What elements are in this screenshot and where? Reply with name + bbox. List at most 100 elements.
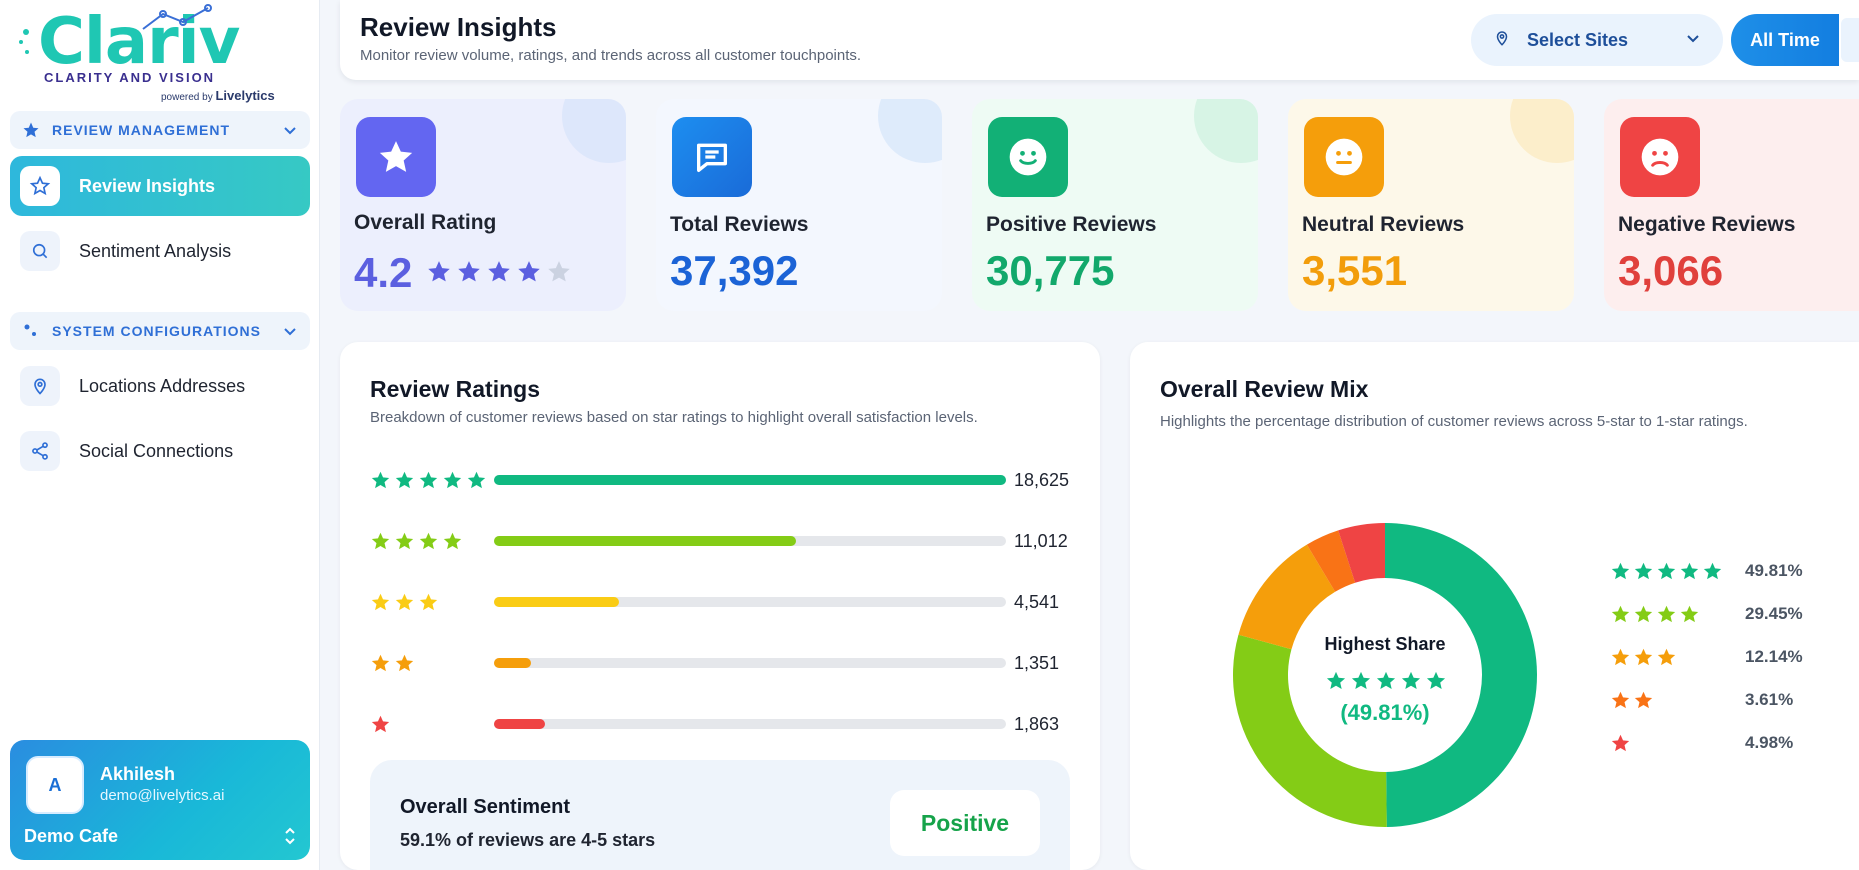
donut-chart: Highest Share (49.81%)	[1230, 520, 1540, 830]
star-icon	[428, 261, 450, 282]
stat-card-negative-reviews: Negative Reviews 3,066	[1604, 99, 1859, 311]
rating-row-stars	[370, 470, 487, 491]
legend-percent: 49.81%	[1745, 561, 1803, 580]
sidebar-item-sentiment-analysis[interactable]: Sentiment Analysis	[10, 221, 310, 281]
page-title: Review Insights	[360, 12, 557, 42]
sidebar-item-label: Social Connections	[79, 440, 234, 461]
star-icon	[1657, 648, 1676, 666]
sidebar-item-label: Sentiment Analysis	[79, 240, 232, 261]
star-icon	[1634, 691, 1653, 709]
page-header: Review Insights Monitor review volume, r…	[340, 0, 1859, 80]
smile-icon	[988, 117, 1068, 197]
section-review-management[interactable]: REVIEW MANAGEMENT	[10, 111, 310, 149]
legend-item-4-star: 29.45%	[1610, 602, 1810, 626]
legend-item-1-star: 4.98%	[1610, 731, 1810, 755]
rating-count: 1,863	[1014, 714, 1060, 734]
section-label: SYSTEM CONFIGURATIONS	[52, 323, 261, 339]
rating-count: 11,012	[1014, 531, 1068, 551]
legend-item-2-star: 3.61%	[1610, 688, 1810, 712]
donut-slice-4-star[interactable]	[1233, 634, 1387, 827]
avatar[interactable]: A	[26, 756, 84, 814]
card-decoration	[1510, 99, 1574, 163]
star-icon	[1351, 671, 1371, 689]
legend-percent: 4.98%	[1745, 733, 1794, 752]
donut-slice-2-star[interactable]	[1306, 530, 1356, 592]
frown-icon	[1620, 117, 1700, 197]
star-icon	[1703, 562, 1722, 580]
legend-percent: 3.61%	[1745, 690, 1794, 709]
rating-bar-track	[494, 597, 1006, 607]
user-email: demo@livelytics.ai	[100, 787, 225, 804]
star-icon	[371, 715, 390, 733]
calendar-icon[interactable]	[1841, 18, 1859, 62]
dots-icon	[22, 322, 40, 340]
rating-row-stars	[370, 531, 463, 552]
site-select-dropdown[interactable]: Select Sites	[1471, 14, 1723, 66]
stat-value: 4.2	[354, 249, 413, 296]
message-icon	[672, 117, 752, 197]
rating-bar-track	[494, 719, 1006, 729]
rating-count: 4,541	[1014, 592, 1060, 612]
sidebar: Clariv CLARITY AND VISION powered by Liv…	[0, 0, 320, 870]
logo-text: Clariv	[38, 5, 240, 79]
section-label: REVIEW MANAGEMENT	[52, 122, 230, 138]
panel-title: Overall Review Mix	[1160, 376, 1369, 402]
stat-label: Positive Reviews	[986, 213, 1157, 236]
overall-sentiment-box: Overall Sentiment 59.1% of reviews are 4…	[370, 760, 1070, 870]
stat-value: 3,066	[1618, 247, 1724, 294]
legend-percent: 12.14%	[1745, 647, 1803, 666]
donut-slice-3-star[interactable]	[1238, 544, 1336, 650]
sidebar-item-locations-addresses[interactable]: Locations Addresses	[10, 356, 310, 416]
star-icon	[1634, 648, 1653, 666]
star-icon	[419, 593, 438, 611]
panel-title: Review Ratings	[370, 376, 540, 402]
sidebar-item-label: Review Insights	[79, 175, 216, 196]
map-pin-icon	[20, 366, 60, 406]
donut-svg	[1233, 523, 1537, 827]
legend-percent: 29.45%	[1745, 604, 1803, 623]
rating-bar-fill	[494, 719, 546, 729]
logo-sparkle-icon	[19, 29, 29, 54]
donut-center-percent: (49.81%)	[1340, 700, 1430, 725]
rating-row-3-star: 4,541	[370, 588, 1070, 616]
chevron-down-icon[interactable]	[282, 122, 298, 138]
panel-subtitle: Breakdown of customer reviews based on s…	[370, 409, 978, 426]
stat-value: 30,775	[986, 247, 1115, 294]
stat-card-positive-reviews: Positive Reviews 30,775	[972, 99, 1258, 311]
star-icon	[1634, 605, 1653, 623]
legend-item-5-star: 49.81%	[1610, 559, 1810, 583]
chevron-down-icon[interactable]	[282, 323, 298, 339]
chevron-up-down-icon[interactable]	[282, 826, 298, 846]
rating-row-5-star: 18,625	[370, 466, 1070, 494]
star-icon	[395, 532, 414, 550]
sidebar-item-review-insights[interactable]: Review Insights	[10, 156, 310, 216]
sidebar-item-social-connections[interactable]: Social Connections	[10, 421, 310, 481]
donut-slice-1-star[interactable]	[1338, 523, 1385, 583]
stat-value: 37,392	[670, 247, 799, 294]
share-icon	[20, 431, 60, 471]
powered-brand: Livelytics	[215, 88, 275, 103]
donut-center-stars	[1325, 670, 1447, 692]
neutral-face-icon	[1304, 117, 1384, 197]
brand-logo[interactable]: Clariv CLARITY AND VISION powered by Liv…	[18, 4, 278, 103]
star-icon	[1657, 562, 1676, 580]
logo-graph-icon	[142, 4, 212, 30]
organization-name: Demo Cafe	[24, 826, 119, 846]
star-icon	[419, 532, 438, 550]
legend-stars	[1610, 647, 1677, 668]
star-icon	[488, 261, 510, 282]
star-icon	[1611, 691, 1630, 709]
stat-label: Total Reviews	[670, 213, 809, 236]
time-range-button[interactable]: All Time	[1731, 14, 1839, 66]
rating-count: 18,625	[1014, 470, 1070, 490]
review-ratings-panel: Review Ratings Breakdown of customer rev…	[340, 342, 1100, 870]
rating-row-4-star: 11,012	[370, 527, 1070, 555]
star-icon	[419, 471, 438, 489]
rating-bar-fill	[494, 475, 1006, 485]
section-system-configurations[interactable]: SYSTEM CONFIGURATIONS	[10, 312, 310, 350]
logo-powered-by: powered by Livelytics	[161, 88, 275, 103]
donut-slice-5-star[interactable]	[1385, 523, 1537, 827]
legend-stars	[1610, 733, 1631, 754]
user-account-card[interactable]: A Akhilesh demo@livelytics.ai Demo Cafe	[10, 740, 310, 860]
page-subtitle: Monitor review volume, ratings, and tren…	[360, 47, 862, 64]
